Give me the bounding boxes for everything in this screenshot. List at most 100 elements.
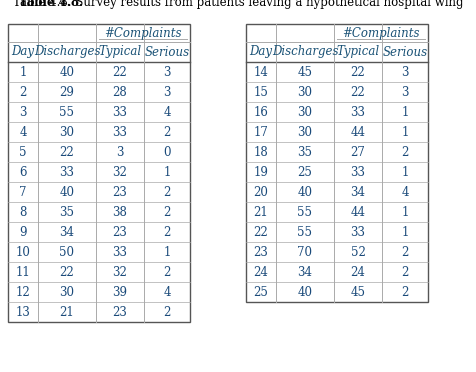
Text: 44: 44 [350,125,365,138]
Text: 33: 33 [112,106,127,119]
Text: 2: 2 [400,266,408,279]
Text: 45: 45 [297,65,312,78]
Text: 32: 32 [112,266,127,279]
Text: 28: 28 [112,86,127,99]
Text: 55: 55 [60,106,74,119]
Text: 45: 45 [350,285,365,298]
Text: 40: 40 [60,65,74,78]
Text: 1: 1 [400,125,408,138]
Text: 4: 4 [19,125,27,138]
Text: 3: 3 [116,145,123,158]
Text: 4: 4 [400,186,408,199]
Text: 35: 35 [60,205,74,218]
Bar [8,24,189,322]
Text: 1: 1 [400,166,408,179]
Text: 29: 29 [60,86,74,99]
Text: 44: 44 [350,205,365,218]
Text: 40: 40 [60,186,74,199]
Text: Table 4.8.: Table 4.8. [19,0,83,9]
Text: 24: 24 [253,266,268,279]
Text: 39: 39 [112,285,127,298]
Text: 30: 30 [297,106,312,119]
Text: 25: 25 [253,285,268,298]
Text: 2: 2 [163,225,170,238]
Text: 30: 30 [297,125,312,138]
Text: 34: 34 [297,266,312,279]
Text: 25: 25 [297,166,312,179]
Text: 20: 20 [253,186,268,199]
Text: 38: 38 [112,205,127,218]
Text: 27: 27 [350,145,365,158]
Text: 2: 2 [400,246,408,259]
Text: 12: 12 [16,285,30,298]
Text: 33: 33 [350,166,365,179]
Text: 4: 4 [163,285,170,298]
Text: 30: 30 [60,285,74,298]
Text: 30: 30 [297,86,312,99]
Text: 21: 21 [60,305,74,318]
Text: 22: 22 [253,225,268,238]
Text: 2: 2 [163,125,170,138]
Text: 23: 23 [112,186,127,199]
Text: 5: 5 [19,145,27,158]
Text: 35: 35 [297,145,312,158]
Text: 9: 9 [19,225,27,238]
Text: 24: 24 [350,266,365,279]
Text: 16: 16 [253,106,268,119]
Text: 3: 3 [19,106,27,119]
Text: 1: 1 [400,106,408,119]
Text: Serious: Serious [382,45,426,58]
Text: 1: 1 [163,246,170,259]
Text: Day: Day [249,45,272,58]
Text: 8: 8 [19,205,27,218]
Text: 33: 33 [350,225,365,238]
Text: 22: 22 [350,65,365,78]
Text: 7: 7 [19,186,27,199]
Text: Typical: Typical [98,45,141,58]
Text: Discharges: Discharges [271,45,337,58]
Text: 32: 32 [112,166,127,179]
Text: 1: 1 [400,225,408,238]
Text: 1: 1 [163,166,170,179]
Text: 2: 2 [19,86,27,99]
Text: 22: 22 [60,266,74,279]
Text: 1: 1 [19,65,27,78]
Text: 3: 3 [163,86,170,99]
Text: 0: 0 [163,145,170,158]
Text: 1: 1 [400,205,408,218]
Text: 50: 50 [60,246,74,259]
Text: 3: 3 [163,65,170,78]
Text: 2: 2 [163,205,170,218]
Text: 52: 52 [350,246,365,259]
Text: 23: 23 [112,305,127,318]
Text: 33: 33 [60,166,74,179]
Text: 33: 33 [112,125,127,138]
Text: 55: 55 [297,225,312,238]
Text: 2: 2 [163,186,170,199]
Text: #Complaints: #Complaints [342,26,419,39]
Text: 11: 11 [16,266,30,279]
Text: 2: 2 [163,266,170,279]
Text: 2: 2 [163,305,170,318]
Text: 22: 22 [60,145,74,158]
Text: Typical: Typical [336,45,379,58]
Text: 21: 21 [253,205,268,218]
Text: 14: 14 [253,65,268,78]
Bar [246,24,427,302]
Text: 19: 19 [253,166,268,179]
Text: Day: Day [11,45,34,58]
Text: 34: 34 [60,225,74,238]
Text: 40: 40 [297,186,312,199]
Text: 33: 33 [350,106,365,119]
Text: 22: 22 [350,86,365,99]
Text: 55: 55 [297,205,312,218]
Text: Discharges: Discharges [34,45,100,58]
Text: 22: 22 [112,65,127,78]
Text: 15: 15 [253,86,268,99]
Text: 70: 70 [297,246,312,259]
Text: 33: 33 [112,246,127,259]
Text: Serious: Serious [144,45,189,58]
Text: 3: 3 [400,86,408,99]
Text: 30: 30 [60,125,74,138]
Text: 34: 34 [350,186,365,199]
